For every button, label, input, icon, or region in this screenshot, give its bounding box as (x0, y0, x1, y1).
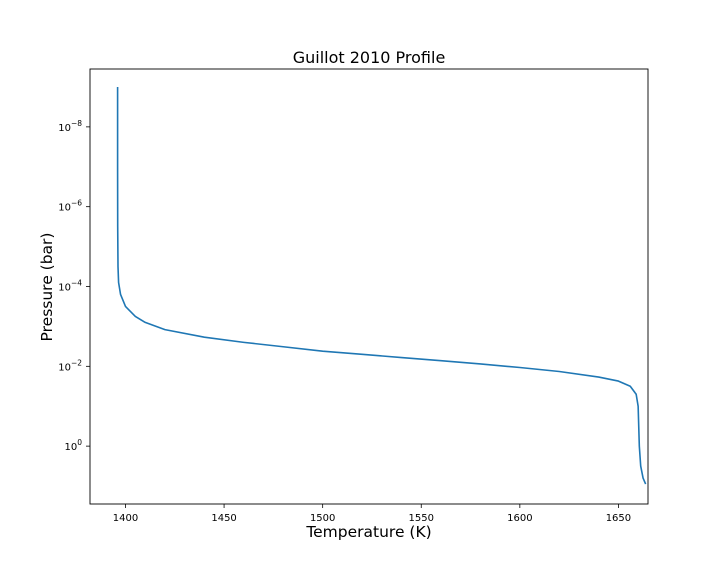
x-tick-label: 1400 (113, 513, 138, 524)
plot-area (116, 86, 647, 485)
x-tick-label: 1650 (606, 513, 631, 524)
x-tick-label: 1550 (409, 513, 434, 524)
x-axis-label: Temperature (K) (305, 523, 431, 541)
temperature-pressure-line (116, 86, 647, 485)
axes-frame (89, 68, 649, 505)
x-axis-ticks: 1400 1450 1500 1550 1600 1650 (113, 504, 631, 524)
chart-title: Guillot 2010 Profile (293, 48, 446, 67)
y-tick-label: 10−2 (58, 358, 82, 373)
y-tick-label: 100 (64, 438, 82, 453)
x-tick-label: 1450 (211, 513, 236, 524)
y-tick-label: 10−6 (58, 199, 82, 214)
x-tick-label: 1500 (310, 513, 335, 524)
x-tick-label: 1600 (507, 513, 532, 524)
y-axis-ticks: 10−8 10−6 10−4 10−2 100 (58, 119, 90, 453)
y-axis-label: Pressure (bar) (38, 233, 56, 342)
y-tick-label: 10−8 (58, 119, 82, 134)
y-tick-label: 10−4 (58, 279, 82, 294)
